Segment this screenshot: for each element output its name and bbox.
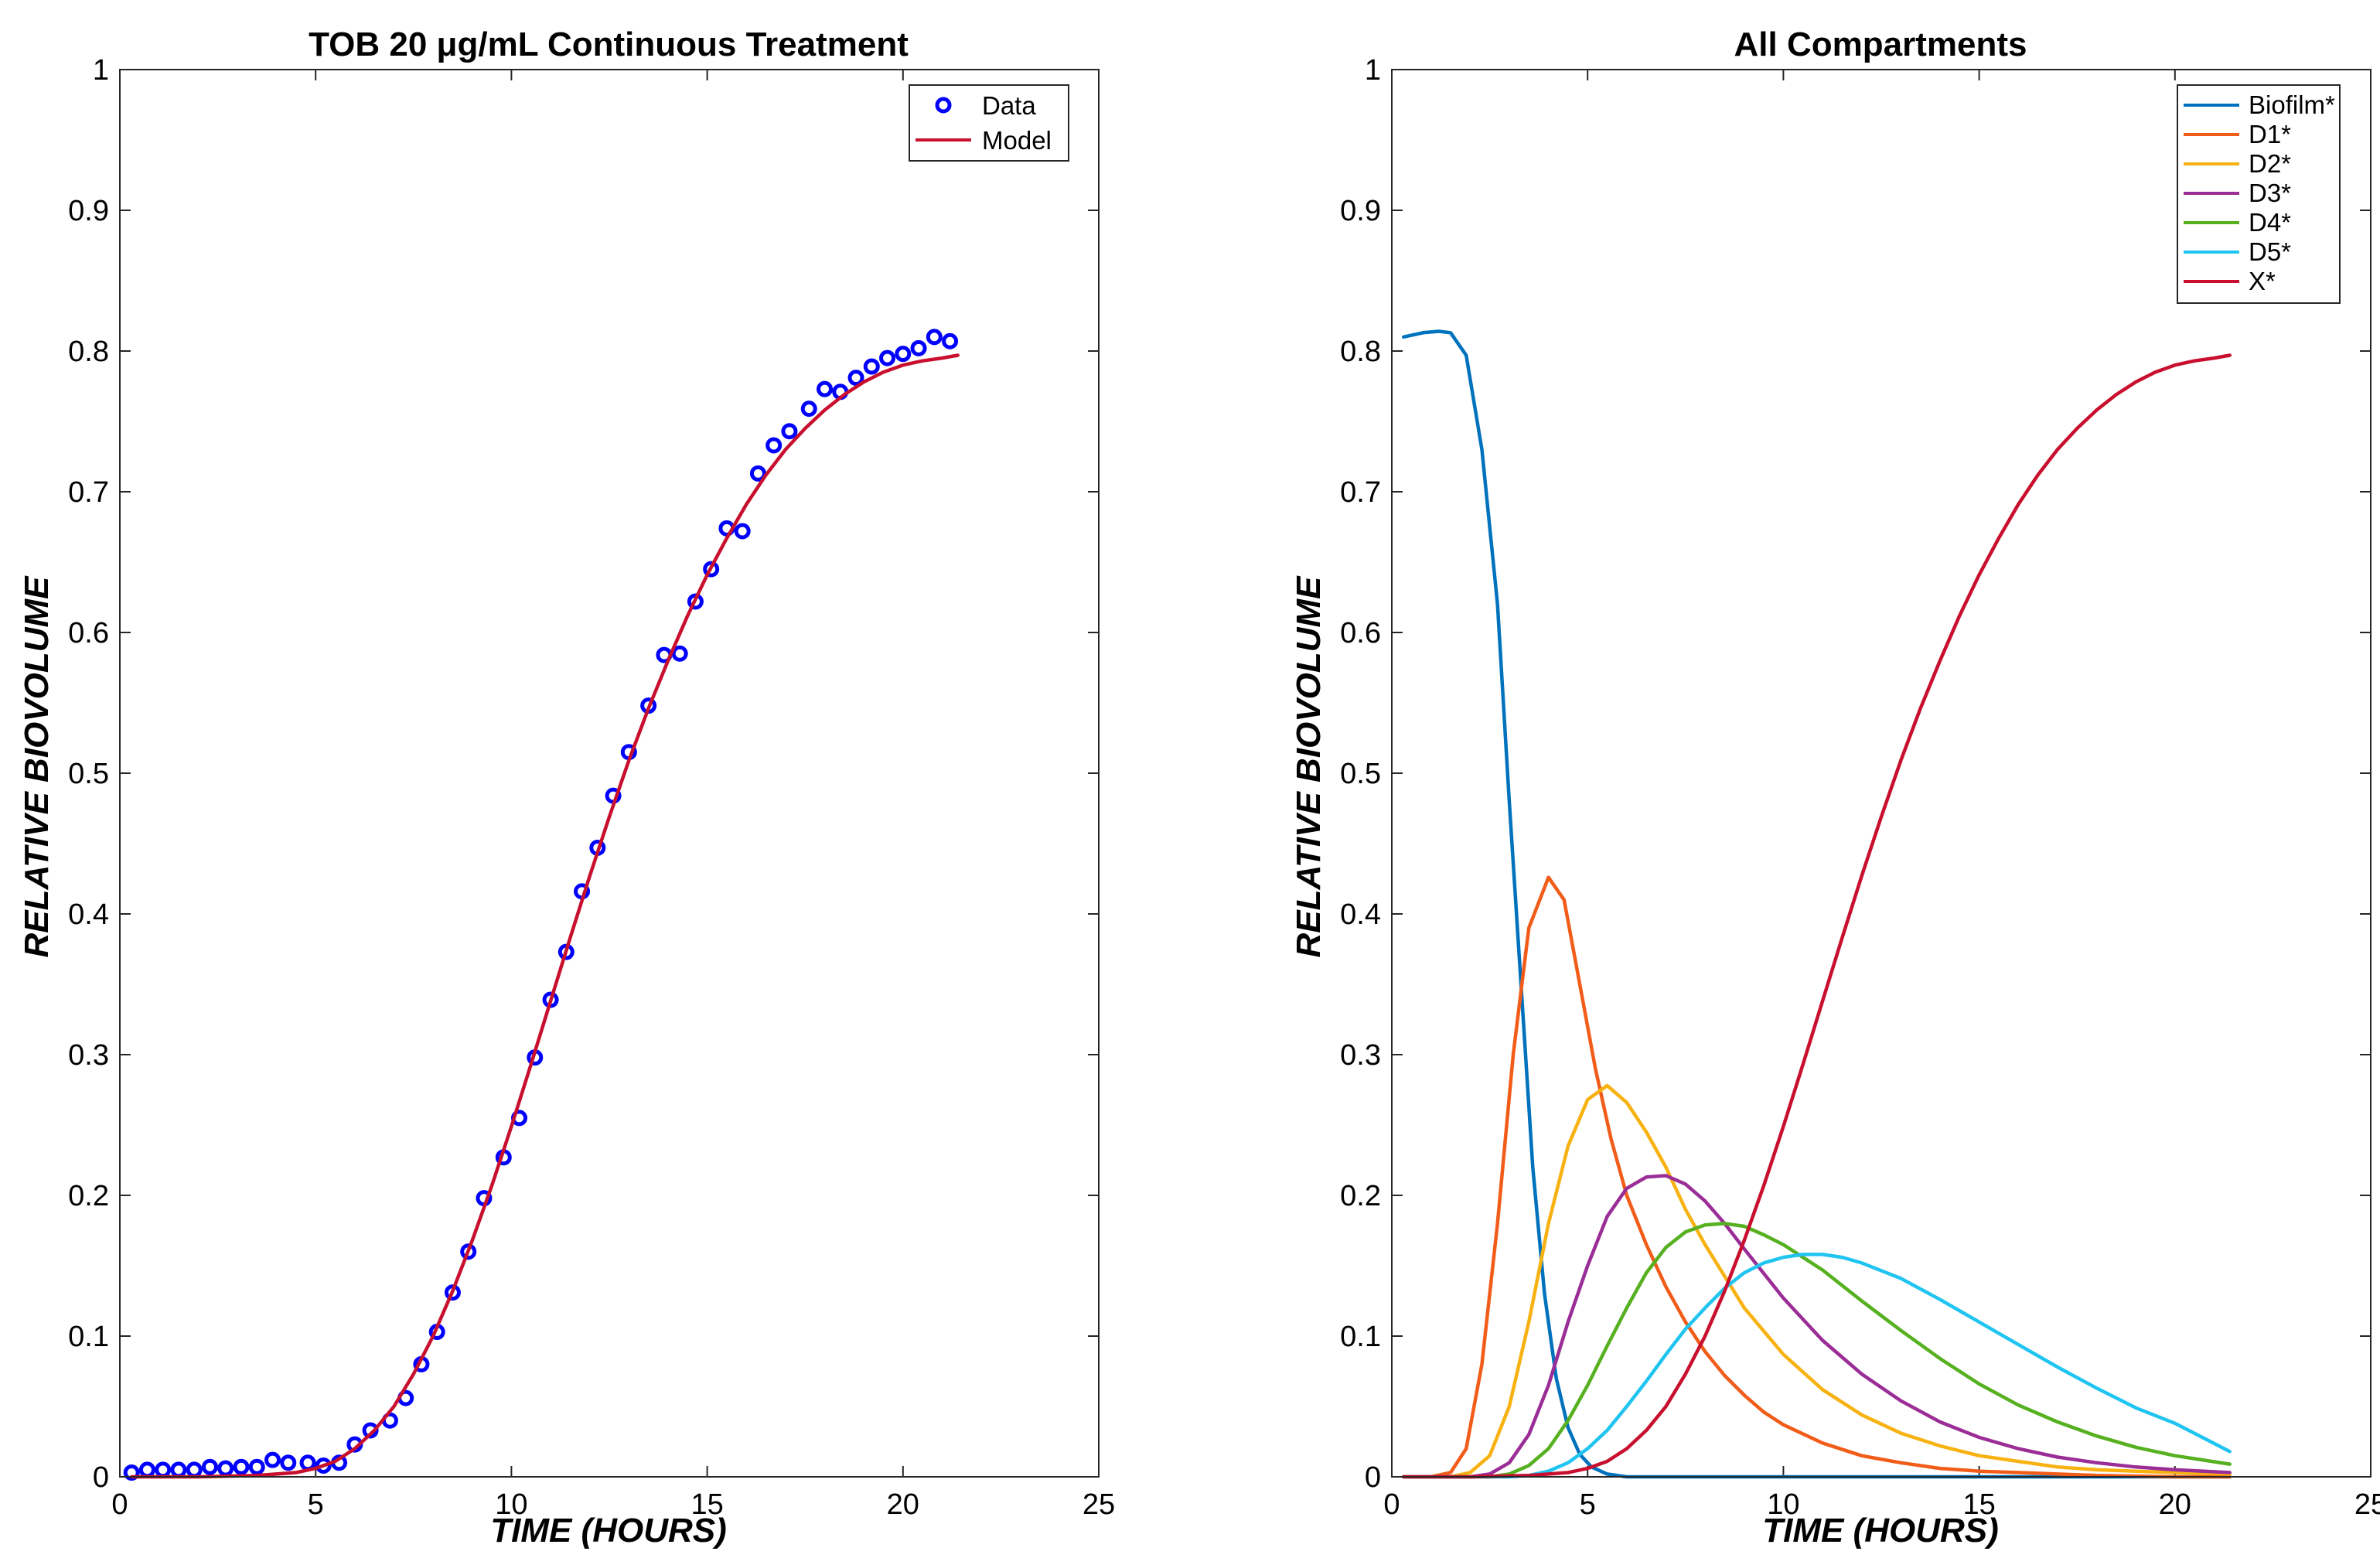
data-point: [201, 1458, 218, 1475]
y-tick-label: 0.4: [68, 898, 109, 931]
y-tick-label: 0.6: [68, 617, 109, 649]
x-axis-title: TIME (HOURS): [490, 1512, 727, 1549]
data-point: [671, 645, 688, 662]
data-point: [817, 380, 834, 397]
x-tick-label: 10: [1767, 1488, 1799, 1521]
y-tick-label: 1: [93, 54, 109, 87]
x-tick-label: 5: [308, 1488, 324, 1521]
y-tick-label: 0: [93, 1461, 109, 1494]
y-tick-label: 0.6: [1340, 617, 1381, 649]
chart-title: All Compartments: [1734, 26, 2027, 63]
x-tick-label: 20: [2159, 1488, 2191, 1521]
y-tick-label: 0.5: [1340, 758, 1381, 790]
legend-box: [909, 84, 1069, 162]
x-tick-label: 0: [1383, 1488, 1400, 1521]
x-tick-label: 5: [1580, 1488, 1596, 1521]
data-point: [800, 401, 817, 418]
y-tick-label: 1: [1365, 54, 1381, 87]
chart-all-compartments: All Compartments TIME (HOURS) RELATIVE B…: [1290, 26, 2380, 1549]
data-point: [703, 561, 720, 578]
y-axis-title: RELATIVE BIOVOLUME: [18, 575, 56, 958]
data-point: [863, 358, 880, 375]
x-tick-label: 0: [111, 1488, 128, 1521]
y-tick-label: 0.3: [68, 1039, 109, 1072]
legend-label-x: X*: [2249, 267, 2276, 295]
series-line-d3: [1401, 1174, 2232, 1479]
data-point: [765, 437, 783, 454]
y-tick-label: 0.7: [68, 476, 109, 509]
series-line-x: [1401, 353, 2232, 1479]
data-point: [749, 465, 766, 482]
data-point: [847, 370, 864, 387]
y-tick-label: 0.8: [1340, 336, 1381, 368]
chart-title: TOB 20 μg/mL Continuous Treatment: [309, 26, 909, 63]
legend-label-d2: D2*: [2249, 149, 2291, 178]
series-line-d5: [1401, 1253, 2232, 1479]
series-line-d4: [1401, 1222, 2232, 1479]
data-point: [926, 329, 943, 346]
legend-label-d1: D1*: [2249, 120, 2291, 148]
x-axis-ticks: 0 5 10 15 20 25: [1383, 70, 2380, 1521]
data-point: [734, 523, 751, 540]
legend-label-d4: D4*: [2249, 208, 2291, 237]
data-point: [781, 423, 798, 440]
y-tick-label: 0: [1365, 1461, 1381, 1494]
axes-frame: [1391, 69, 2371, 1478]
y-axis-ticks: 0 0.1 0.2 0.3 0.4 0.5 0.6 0.7 0.8 0.9 1: [1340, 54, 2371, 1494]
y-tick-label: 0.9: [68, 195, 109, 227]
x-axis-ticks: 0 5 10 15 20 25: [111, 70, 1115, 1521]
legend-marker-data: [935, 97, 952, 114]
x-tick-label: 25: [1083, 1488, 1115, 1521]
legend-label-d3: D3*: [2249, 179, 2291, 207]
data-point: [315, 1457, 332, 1474]
data-point: [280, 1454, 297, 1471]
data-point: [910, 339, 927, 356]
y-axis-title: RELATIVE BIOVOLUME: [1290, 575, 1328, 958]
x-tick-label: 15: [1962, 1488, 1995, 1521]
data-point: [460, 1243, 477, 1260]
y-tick-label: 0.7: [1340, 476, 1381, 509]
data-point: [123, 1464, 140, 1481]
x-axis-title: TIME (HOURS): [1762, 1512, 1999, 1549]
data-point: [362, 1422, 379, 1439]
x-tick-label: 25: [2354, 1488, 2380, 1521]
legend: Biofilm* D1* D2* D3* D4* D5* X*: [2177, 84, 2341, 304]
x-tick-label: 15: [690, 1488, 723, 1521]
legend-label-model: Model: [982, 126, 1052, 155]
y-tick-label: 0.1: [68, 1321, 109, 1353]
axes-frame: [119, 69, 1100, 1478]
data-point: [942, 332, 959, 349]
legend-label-biofilm: Biofilm*: [2249, 90, 2335, 119]
legend-label-data: Data: [982, 91, 1036, 120]
data-point: [264, 1451, 281, 1468]
plot-series: [123, 329, 960, 1481]
x-tick-label: 20: [887, 1488, 919, 1521]
data-point: [895, 346, 912, 363]
y-tick-label: 0.8: [68, 336, 109, 368]
data-point: [248, 1458, 265, 1475]
legend-label-d5: D5*: [2249, 237, 2291, 266]
y-axis-ticks: 0 0.1 0.2 0.3 0.4 0.5 0.6 0.7 0.8 0.9 1: [68, 54, 1099, 1494]
data-point: [879, 349, 896, 366]
y-tick-label: 0.2: [68, 1180, 109, 1212]
x-tick-label: 10: [495, 1488, 527, 1521]
chart-tob-treatment: TOB 20 μg/mL Continuous Treatment TIME (…: [18, 26, 1115, 1549]
data-point: [233, 1458, 250, 1475]
y-tick-label: 0.9: [1340, 195, 1381, 227]
legend: Data Model: [909, 84, 1069, 162]
series-line-model: [129, 353, 960, 1479]
series-line-d1: [1401, 875, 2232, 1479]
y-tick-label: 0.1: [1340, 1321, 1381, 1353]
y-tick-label: 0.3: [1340, 1039, 1381, 1072]
y-tick-label: 0.5: [68, 758, 109, 790]
y-tick-label: 0.4: [1340, 898, 1381, 931]
y-tick-label: 0.2: [1340, 1180, 1381, 1212]
